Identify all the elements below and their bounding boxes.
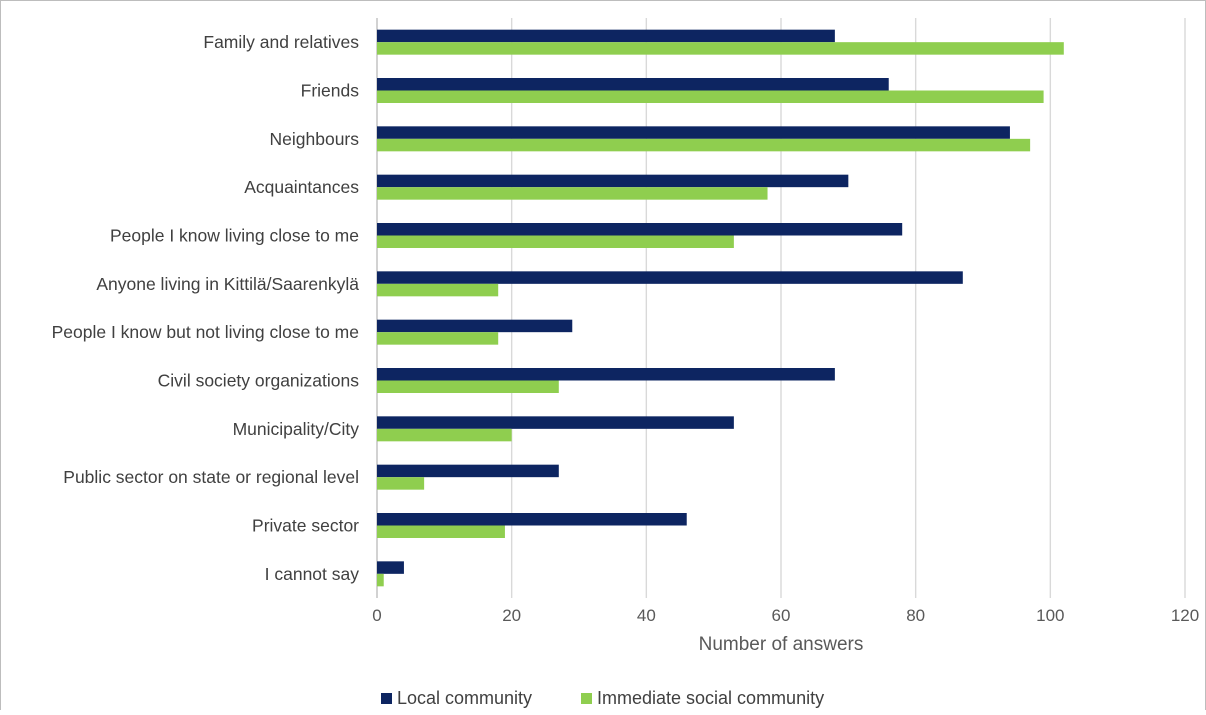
legend: Local community Immediate social communit… [381,688,824,708]
category-label: Public sector on state or regional level [63,467,359,487]
category-label: Anyone living in Kittilä/Saarenkylä [96,274,359,294]
x-tick-label: 100 [1036,606,1064,625]
legend-label: Immediate social community [597,688,824,708]
bar-immediate-social-community [377,380,559,393]
bar-immediate-social-community [377,477,425,490]
category-label: Friends [301,81,360,101]
category-label: Municipality/City [233,419,360,439]
bar-immediate-social-community [377,573,384,587]
bar-local-community [377,464,559,478]
bar-local-community [377,319,573,333]
bar-local-community [377,126,1010,139]
x-tick-label: 20 [502,606,521,625]
x-tick-label: 80 [906,606,925,625]
category-label: People I know but not living close to me [52,322,359,342]
bar-local-community [377,174,849,188]
bar-local-community [377,368,835,381]
x-axis-title: Number of answers [699,634,864,655]
bars [377,29,1064,587]
legend-swatch [381,693,392,704]
bar-local-community [377,513,687,526]
bar-immediate-social-community [377,283,499,297]
category-label: Civil society organizations [158,371,360,391]
category-label: Family and relatives [203,32,359,52]
bar-immediate-social-community [377,138,1031,152]
category-label: Neighbours [270,129,360,149]
category-labels: Family and relatives Friends Neighbours Acq… [52,32,360,584]
bar-immediate-social-community [377,90,1044,103]
bar-local-community [377,561,404,574]
x-tick-label: 40 [637,606,656,625]
x-tick-label: 60 [772,606,791,625]
legend-swatch [581,693,592,704]
bar-local-community [377,29,835,43]
category-label: People I know living close to me [110,226,359,246]
bar-local-community [377,223,903,236]
bar-immediate-social-community [377,235,734,248]
bar-immediate-social-community [377,42,1064,55]
bar-local-community [377,78,889,91]
bar-local-community [377,416,734,429]
category-label: I cannot say [265,564,360,584]
x-tick-labels: 0 20 40 60 80 100 120 [372,606,1199,625]
x-tick-label: 0 [372,606,381,625]
bar-immediate-social-community [377,332,499,345]
bar-immediate-social-community [377,428,512,442]
category-label: Private sector [252,516,359,536]
gridlines [376,18,1186,598]
category-label: Acquaintances [244,177,359,197]
x-tick-label: 120 [1171,606,1199,625]
legend-label: Local community [397,688,532,708]
bar-immediate-social-community [377,187,768,200]
bar-local-community [377,271,963,284]
bar-immediate-social-community [377,525,505,538]
